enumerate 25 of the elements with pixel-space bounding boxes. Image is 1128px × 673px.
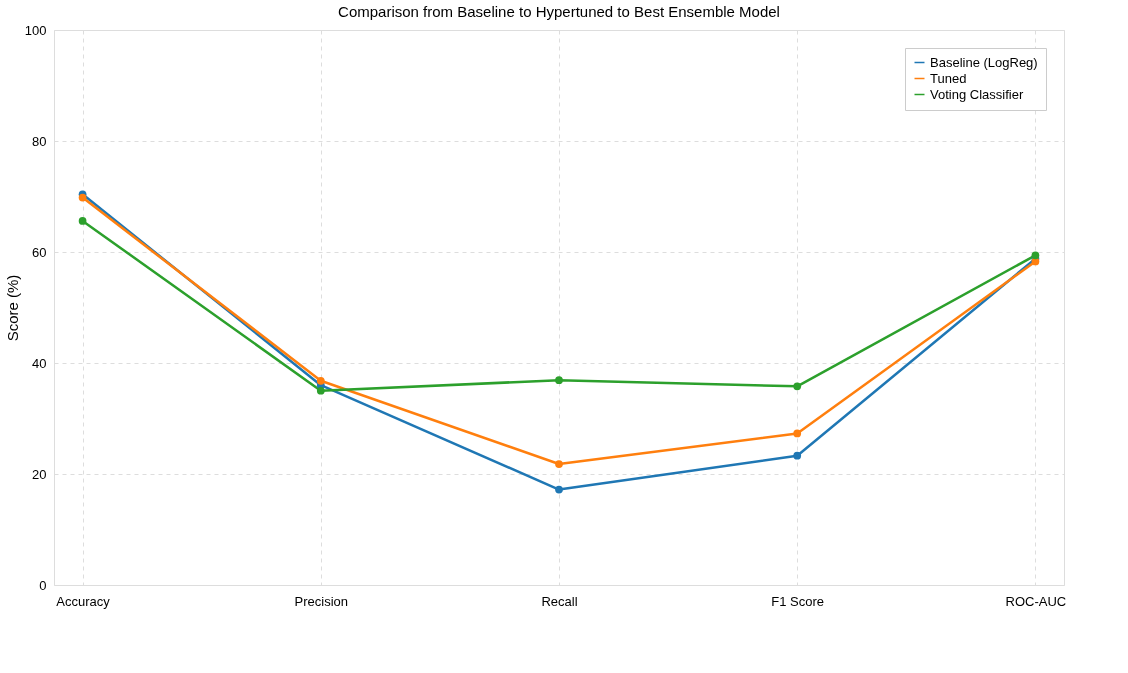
y-axis-title: Score (%)	[3, 274, 21, 342]
y-tick-label: 60	[32, 244, 47, 260]
legend-label: Voting Classifier	[930, 86, 1024, 102]
y-tick-label: 20	[32, 466, 47, 482]
point	[555, 460, 563, 468]
x-tick-label: Accuracy	[56, 593, 111, 609]
point	[555, 485, 563, 494]
legend-label: Tuned	[930, 70, 967, 86]
x-tick-label: F1 Score	[771, 593, 825, 609]
y-tick-label: 80	[32, 133, 47, 149]
point	[793, 382, 802, 391]
x-tick-label: Precision	[294, 593, 349, 609]
point	[793, 429, 802, 438]
point	[316, 386, 325, 395]
point	[793, 451, 802, 460]
chart-title: Comparison from Baseline to Hypertuned to Best Ensemble Model	[338, 3, 780, 20]
point	[316, 376, 325, 385]
x-tick-label: Recall	[541, 593, 578, 609]
x-tick-label: ROC-AUC	[1005, 593, 1067, 609]
point	[555, 376, 563, 385]
y-tick-label: 40	[32, 355, 47, 371]
legend-label: Baseline (LogReg)	[930, 54, 1038, 70]
y-tick-label: 0	[39, 577, 47, 593]
point	[78, 217, 87, 225]
y-tick-label: 100	[24, 22, 47, 38]
